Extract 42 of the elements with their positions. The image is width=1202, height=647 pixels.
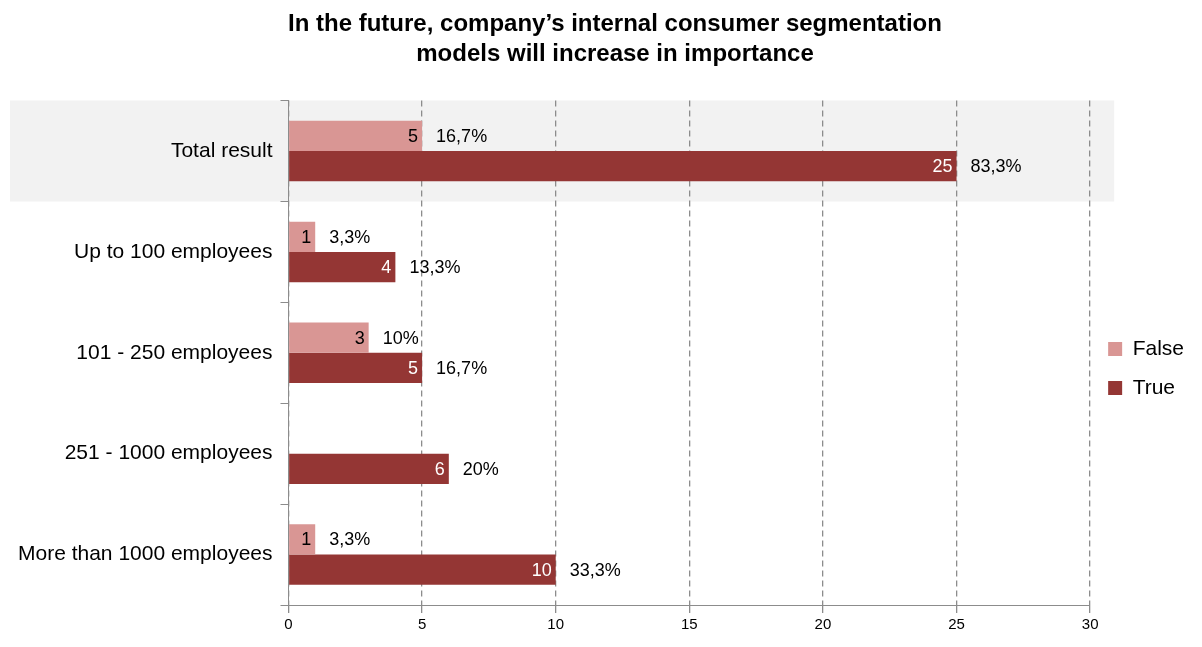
annotation: 10%	[382, 327, 419, 348]
x-tick-label: 5	[417, 615, 427, 633]
data-label: 6	[434, 458, 445, 479]
data-label: 5	[408, 125, 419, 146]
chart-title: In the future, company’s internal consumer segmentation models will increase in importance	[287, 8, 943, 68]
bar	[289, 251, 396, 283]
data-label: 5	[408, 357, 419, 378]
bar	[289, 322, 369, 353]
bar	[289, 352, 423, 384]
y-tick-label: Up to 100 employees	[74, 238, 273, 262]
data-label: 3	[354, 327, 365, 348]
x-tick-label: 15	[680, 615, 698, 633]
bar	[289, 151, 957, 182]
data-label: 1	[301, 529, 312, 550]
data-label: 1	[301, 226, 312, 247]
x-tick-label: 20	[814, 615, 832, 633]
y-tick-label: 101 - 250 employees	[76, 339, 273, 363]
x-tick-label: 30	[1081, 615, 1099, 633]
x-tick-label: 10	[547, 615, 565, 633]
annotation: 83,3%	[970, 156, 1022, 177]
bar	[289, 453, 449, 484]
y-tick-label: Total result	[170, 137, 273, 161]
data-label: 25	[932, 156, 953, 177]
y-tick-label: More than 1000 employees	[17, 541, 273, 565]
legend-label: False	[1132, 335, 1185, 359]
y-tick-label: 251 - 1000 employees	[64, 440, 273, 464]
annotation: 16,7%	[436, 125, 488, 146]
annotation: 16,7%	[436, 357, 488, 378]
bar	[289, 221, 316, 252]
bar	[289, 120, 423, 152]
bar	[289, 524, 316, 555]
data-label: 10	[531, 559, 552, 580]
annotation: 20%	[462, 458, 499, 479]
annotation: 13,3%	[409, 257, 461, 278]
x-tick-label: 25	[948, 615, 965, 633]
annotation: 3,3%	[329, 529, 371, 550]
x-tick-label: 0	[284, 615, 293, 633]
data-label: 4	[381, 257, 392, 278]
annotation: 3,3%	[329, 226, 371, 247]
bar	[289, 554, 556, 585]
legend-label: True	[1132, 374, 1176, 398]
annotation: 33,3%	[569, 559, 621, 580]
